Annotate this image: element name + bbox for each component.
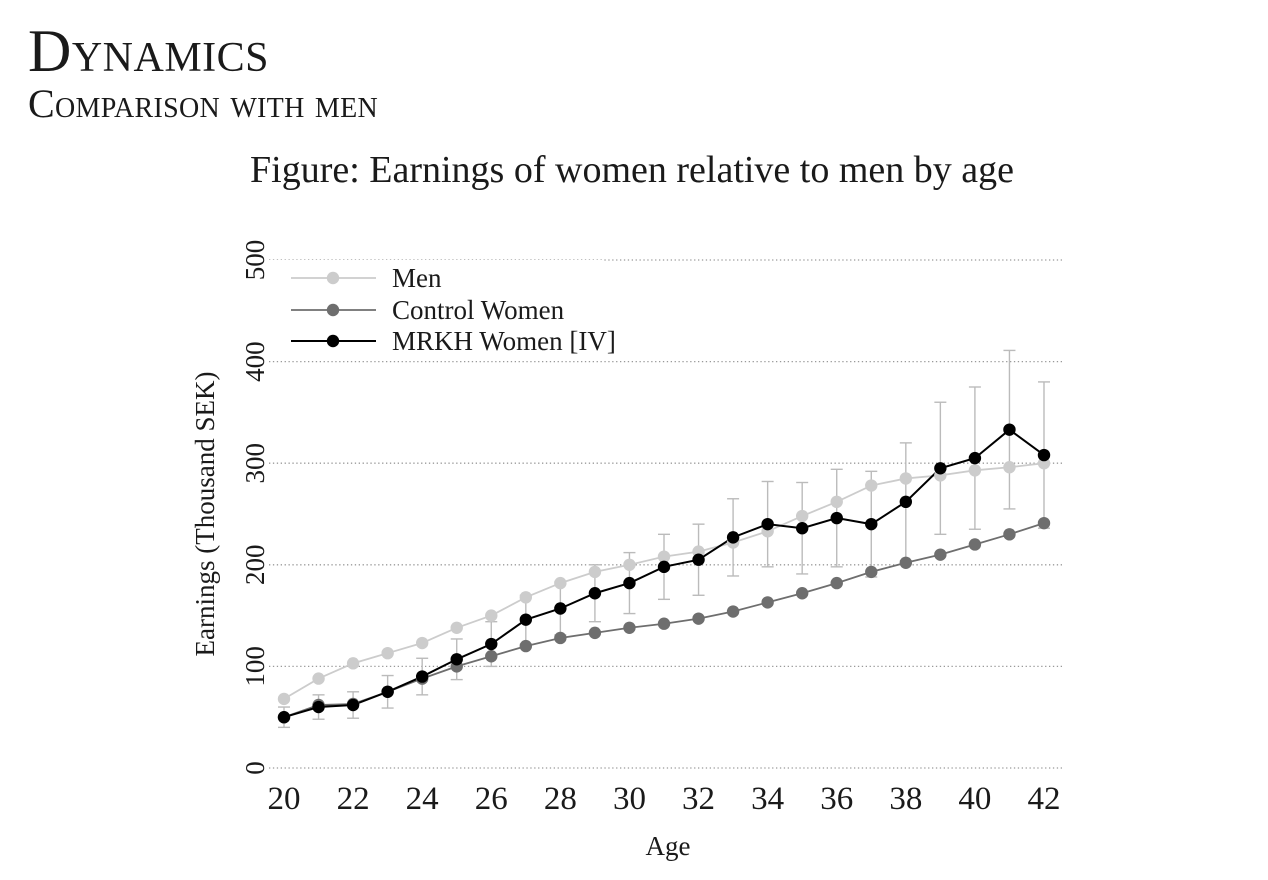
svg-text:34: 34: [751, 781, 784, 817]
svg-text:Age: Age: [646, 831, 691, 861]
svg-text:42: 42: [1028, 781, 1061, 817]
svg-text:40: 40: [958, 781, 991, 817]
svg-text:MRKH Women [IV]: MRKH Women [IV]: [392, 326, 616, 356]
svg-text:Control Women: Control Women: [392, 295, 565, 325]
svg-text:38: 38: [889, 781, 922, 817]
svg-text:20: 20: [268, 781, 301, 817]
svg-text:300: 300: [240, 443, 270, 484]
svg-text:0: 0: [240, 761, 270, 775]
svg-text:26: 26: [475, 781, 508, 817]
svg-text:Men: Men: [392, 263, 442, 293]
svg-text:36: 36: [820, 781, 853, 817]
svg-text:30: 30: [613, 781, 646, 817]
svg-text:28: 28: [544, 781, 577, 817]
svg-text:Earnings (Thousand SEK): Earnings (Thousand SEK): [190, 372, 220, 657]
svg-text:200: 200: [240, 545, 270, 586]
svg-text:400: 400: [240, 341, 270, 382]
svg-text:500: 500: [240, 240, 270, 281]
svg-text:100: 100: [240, 646, 270, 687]
svg-text:32: 32: [682, 781, 715, 817]
svg-text:22: 22: [337, 781, 370, 817]
svg-text:24: 24: [406, 781, 439, 817]
